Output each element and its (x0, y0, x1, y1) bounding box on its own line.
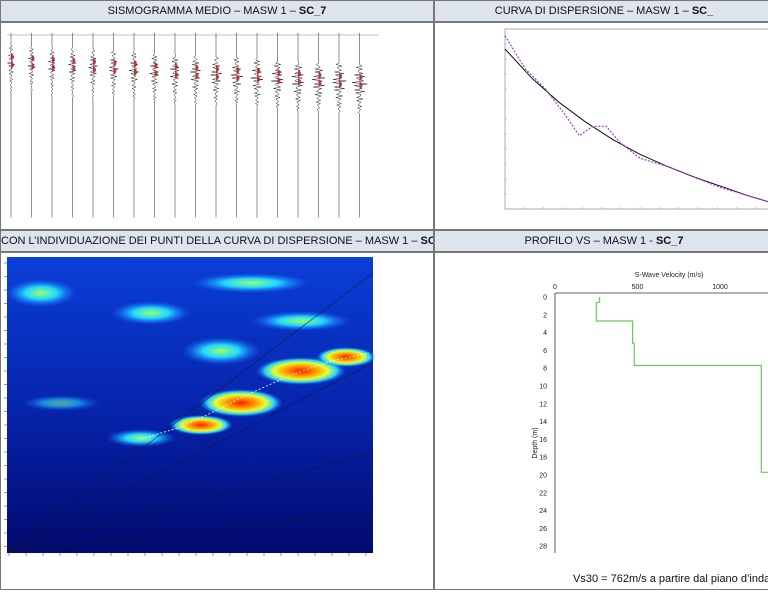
seismic-trace-fill (216, 65, 219, 81)
vs-x-tick-label: 0 (553, 284, 557, 291)
seismic-trace (291, 33, 304, 218)
seismic-trace-fill (339, 72, 342, 89)
seismic-trace-fill (175, 62, 178, 79)
seismic-trace-fill (257, 67, 260, 84)
vs30-note: Vs30 = 762m/s a partire dal piano d’inda… (573, 573, 768, 585)
seismogram-title: SISMOGRAMMA MEDIO – MASW 1 – SC_7 (0, 0, 434, 22)
seismic-trace-fill (93, 57, 96, 74)
vs-y-tick-label: 16 (539, 437, 547, 444)
seismic-trace-fill (52, 55, 55, 72)
spectrum-title: CON L’INDIVIDUAZIONE DEI PUNTI DELLA CUR… (0, 230, 434, 252)
vs-profile-title: PROFILO VS – MASW 1 - SC_7 (434, 230, 768, 252)
vs-profile-panel: S-Wave Velocity (m/s) 0 500 1000 0 2 4 6 8 10 12… (434, 252, 768, 590)
seismogram-panel (0, 22, 434, 230)
vs-y-tick-label: 14 (539, 419, 547, 426)
dispersion-observed-curve (504, 35, 768, 203)
vs-y-axis-title: Depth (m) (532, 427, 539, 458)
seismic-trace (332, 33, 347, 218)
vs-x-axis-title: S-Wave Velocity (m/s) (635, 272, 704, 279)
vs-profile-line (595, 297, 768, 473)
seismic-trace (109, 33, 119, 218)
dispersion-title: CURVA DI DISPERSIONE – MASW 1 – SC_ (434, 0, 768, 22)
vs-y-tick-label: 20 (539, 473, 547, 480)
seismic-trace-fill (113, 59, 117, 75)
seismic-trace (271, 33, 283, 218)
seismic-trace-fill (277, 68, 281, 85)
figure-grid: SISMOGRAMMA MEDIO – MASW 1 – SC_7 CURVA … (0, 0, 768, 590)
seismic-trace-fill (134, 60, 137, 77)
vs-y-tick-label: 8 (543, 366, 547, 373)
seismic-trace-fill (359, 73, 363, 90)
vs-y-tick-label: 4 (543, 330, 547, 337)
vs-y-tick-label: 18 (539, 455, 547, 462)
seismogram-image (1, 23, 433, 229)
seismic-trace-fill (236, 66, 240, 83)
vs-y-tick-label: 0 (543, 295, 547, 302)
seismic-trace-fill (154, 61, 158, 78)
seismic-trace (68, 33, 77, 218)
vs-y-tick-label: 10 (539, 384, 547, 391)
vs-x-tick-label: 1000 (712, 284, 728, 291)
vs-y-tick-label: 12 (539, 401, 547, 408)
seismic-trace-fill (318, 71, 322, 87)
vs-y-tick-label: 26 (539, 526, 547, 533)
vs-profile-chart: S-Wave Velocity (m/s) 0 500 1000 024681012… (532, 272, 768, 553)
seismic-trace-fill (195, 63, 199, 80)
vs-y-tick-label: 24 (539, 508, 547, 515)
seismic-trace-fill (298, 69, 301, 86)
seismic-trace (88, 33, 98, 218)
seismic-trace (312, 33, 326, 218)
vs-x-tick-label: 500 (632, 284, 644, 291)
seismic-trace (190, 33, 201, 218)
seismic-trace-fill (31, 54, 35, 71)
seismic-trace (250, 33, 263, 218)
vs-y-tick-label: 22 (539, 490, 547, 497)
spectrum-panel (0, 252, 434, 590)
seismic-trace (230, 33, 244, 218)
vs-y-tick-label: 6 (543, 348, 547, 355)
dispersion-panel (434, 22, 768, 230)
vs-y-tick-label: 28 (539, 544, 547, 551)
seismic-trace-fill (72, 56, 76, 73)
dispersion-chart (504, 28, 768, 210)
seismic-trace (210, 33, 223, 218)
seismic-trace-fill (11, 53, 14, 69)
spectrum-image (4, 257, 376, 556)
seismic-trace (48, 33, 57, 218)
vs-y-tick-label: 2 (543, 312, 547, 319)
seismic-trace (352, 33, 368, 218)
